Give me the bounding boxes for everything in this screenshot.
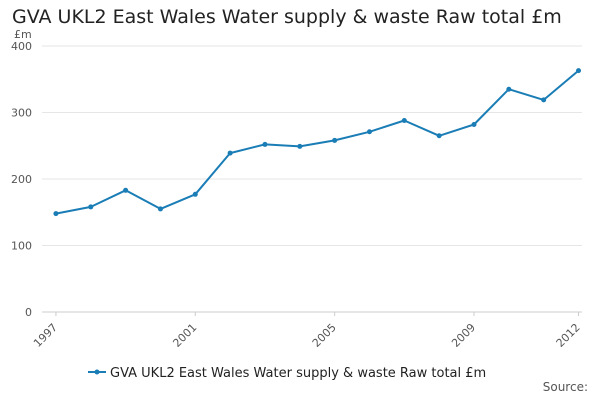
data-point[interactable] — [297, 143, 303, 149]
source-label: Source: — [542, 380, 588, 394]
data-point[interactable] — [576, 68, 582, 74]
data-point[interactable] — [157, 206, 163, 212]
x-tick-label: 1997 — [31, 321, 60, 350]
y-axis-unit-label: £m — [14, 28, 32, 41]
data-point[interactable] — [88, 204, 94, 210]
data-point[interactable] — [53, 211, 59, 217]
data-point[interactable] — [436, 133, 442, 139]
data-point[interactable] — [471, 121, 477, 127]
legend-marker-icon — [94, 369, 100, 375]
x-tick-label: 2001 — [170, 321, 199, 350]
gridlines — [42, 45, 582, 313]
data-point[interactable] — [332, 137, 338, 143]
y-tick-label: 400 — [11, 40, 32, 53]
y-tick-label: 300 — [11, 107, 32, 120]
y-tick-label: 100 — [11, 240, 32, 253]
data-point[interactable] — [227, 150, 233, 156]
data-point[interactable] — [401, 117, 407, 123]
data-point[interactable] — [506, 86, 512, 92]
x-tick-label: 2005 — [310, 321, 339, 350]
data-point[interactable] — [262, 141, 268, 147]
x-tick-label: 2012 — [554, 321, 583, 350]
legend[interactable]: GVA UKL2 East Wales Water supply & waste… — [88, 366, 486, 381]
data-point[interactable] — [192, 191, 198, 197]
data-point[interactable] — [541, 97, 547, 103]
chart-title: GVA UKL2 East Wales Water supply & waste… — [12, 6, 562, 28]
data-point[interactable] — [366, 129, 372, 135]
x-axis-ticks: 1997 2001 2005 2009 2012 — [31, 312, 583, 350]
y-tick-label: 0 — [25, 306, 32, 319]
legend-label: GVA UKL2 East Wales Water supply & waste… — [110, 366, 486, 381]
x-tick-label: 2009 — [449, 321, 478, 350]
series-group — [53, 68, 582, 217]
data-point[interactable] — [123, 187, 129, 193]
y-axis-ticks: 0 100 200 300 400 — [11, 40, 32, 319]
y-tick-label: 200 — [11, 173, 32, 186]
series-line — [55, 69, 580, 215]
